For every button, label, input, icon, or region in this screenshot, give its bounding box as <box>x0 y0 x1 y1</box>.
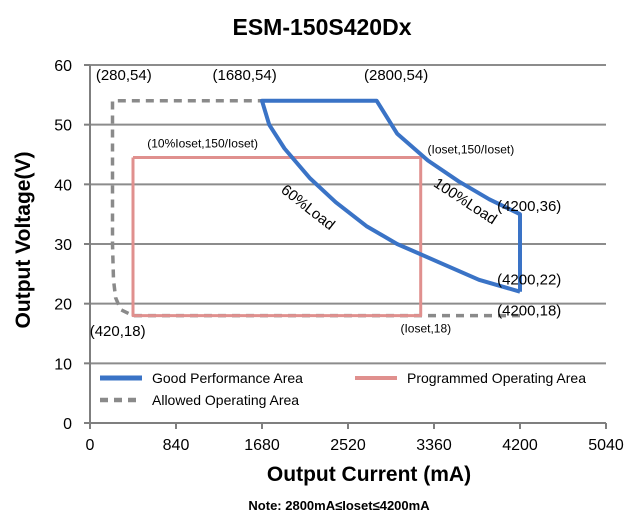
y-tick-label: 0 <box>63 416 72 433</box>
annotation-label: 60%Load <box>278 181 338 233</box>
annotation-label: (Ioset,18) <box>400 321 451 335</box>
series-group <box>110 98 522 318</box>
chart-title: ESM-150S420Dx <box>233 14 412 40</box>
annotation-label: (280,54) <box>96 67 152 84</box>
annotation-label: (4200,22) <box>497 272 561 289</box>
legend-label: Allowed Operating Area <box>152 392 299 408</box>
legend-label: Good Performance Area <box>152 370 303 386</box>
annotations: (280,54) (1680,54) (2800,54) (10%Ioset,150/… <box>90 67 562 340</box>
note-text: Note: 2800mA≤Ioset≤4200mA <box>248 498 430 513</box>
legend: Good Performance Area Programmed Operatin… <box>100 370 586 408</box>
x-tick-label: 4200 <box>502 437 538 454</box>
x-tick-label: 3360 <box>416 437 452 454</box>
y-tick-label: 50 <box>54 118 72 135</box>
y-tick-label: 30 <box>54 237 72 254</box>
y-tick-label: 20 <box>54 297 72 314</box>
annotation-label: (4200,36) <box>497 198 561 215</box>
y-axis-title: Output Voltage(V) <box>12 152 35 329</box>
annotation-label: (4200,18) <box>497 303 561 320</box>
series-good-performance-area <box>260 98 522 294</box>
annotation-label: (10%Ioset,150/Ioset) <box>147 136 258 150</box>
x-tick-label: 0 <box>86 437 95 454</box>
axes: 0 10 20 30 40 50 60 0 840 1680 2520 3360 4200 5040 <box>54 58 624 454</box>
annotation-label: (2800,54) <box>364 67 428 84</box>
x-axis-title: Output Current (mA) <box>267 463 471 486</box>
x-tick-label: 2520 <box>330 437 366 454</box>
y-tick-label: 40 <box>54 177 72 194</box>
x-tick-label: 1680 <box>244 437 280 454</box>
annotation-label: (1680,54) <box>212 67 276 84</box>
annotation-label: (Ioset,150/Ioset) <box>427 142 514 156</box>
series-allowed-operating-area <box>110 99 520 318</box>
annotation-label: (420,18) <box>90 323 146 340</box>
legend-label: Programmed Operating Area <box>407 370 586 386</box>
x-tick-label: 840 <box>163 437 190 454</box>
grid <box>90 64 606 365</box>
y-tick-label: 60 <box>54 58 72 75</box>
series-programmed-operating-area <box>131 156 423 318</box>
y-tick-label: 10 <box>54 356 72 373</box>
x-tick-label: 5040 <box>588 437 624 454</box>
